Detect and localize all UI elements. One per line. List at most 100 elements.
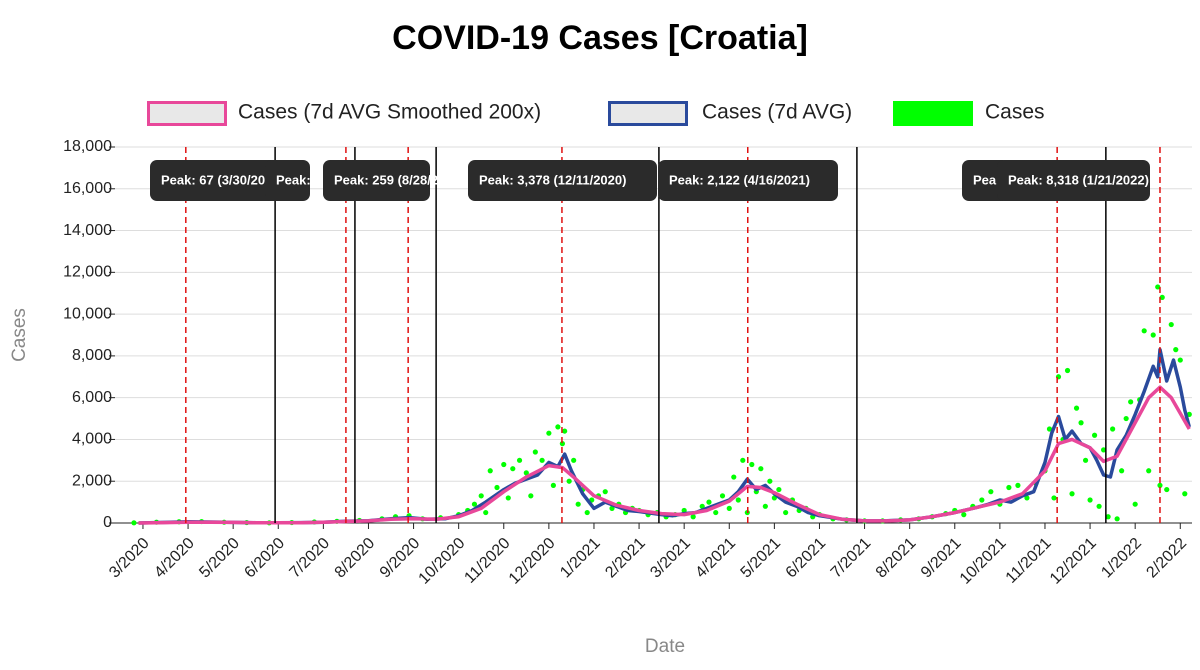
data-point — [713, 509, 719, 516]
x-tick-label: 12/2020 — [506, 535, 559, 588]
x-tick-label: 4/2020 — [151, 535, 198, 582]
annotation-text: Peak: 2,122 (4/16/2021) — [669, 172, 810, 187]
x-axis-label: Date — [645, 636, 685, 657]
annotation-box — [265, 160, 310, 201]
annotation-text: Peak: 3,378 (12/11/2020) — [479, 172, 626, 187]
data-point — [1123, 415, 1129, 422]
legend-label: Cases (7d AVG Smoothed 200x) — [238, 101, 541, 124]
data-point — [767, 478, 773, 484]
data-point — [1157, 482, 1163, 488]
data-point — [1101, 447, 1107, 453]
x-tick-label: 8/2020 — [332, 535, 379, 582]
data-point — [979, 497, 985, 503]
y-tick-label: 8,000 — [72, 347, 112, 364]
y-tick-label: 0 — [103, 514, 112, 531]
chart-title: COVID-19 Cases [Croatia] — [392, 19, 808, 57]
y-tick-label: 16,000 — [63, 180, 112, 197]
annotation-text: Pea — [973, 172, 997, 187]
data-point — [749, 461, 755, 468]
data-point — [1150, 332, 1156, 338]
data-point — [471, 501, 478, 507]
data-point — [1046, 426, 1053, 432]
data-point — [690, 514, 696, 520]
data-point — [1082, 457, 1089, 463]
y-tick-label: 2,000 — [72, 472, 112, 489]
x-tick-label: 4/2021 — [692, 535, 739, 582]
annotation-text: Peak: 8,318 (1/21/2022) — [1008, 172, 1149, 187]
data-point — [1114, 516, 1120, 522]
data-point — [1182, 491, 1188, 497]
data-point — [1177, 357, 1183, 363]
x-tick-label: 7/2021 — [828, 535, 875, 582]
data-point — [1096, 503, 1102, 509]
x-tick-label: 11/2021 — [1003, 535, 1055, 587]
data-point — [1006, 484, 1012, 491]
x-tick-label: 2/2022 — [1143, 535, 1190, 582]
data-point — [516, 457, 523, 463]
data-point — [602, 489, 608, 495]
data-point — [494, 484, 500, 491]
x-tick-label: 5/2021 — [738, 535, 785, 582]
data-point — [571, 457, 577, 463]
data-point — [1119, 468, 1125, 474]
data-point — [1073, 405, 1080, 411]
x-tick-label: 5/2020 — [196, 535, 243, 582]
data-point — [505, 495, 511, 501]
data-point — [478, 493, 484, 499]
data-point — [1091, 432, 1098, 438]
data-point — [528, 493, 534, 499]
data-point — [731, 474, 737, 480]
data-point — [1128, 399, 1134, 405]
data-point — [483, 509, 489, 516]
y-axis-label: Cases — [9, 308, 30, 362]
data-point — [575, 501, 581, 507]
y-tick-label: 14,000 — [63, 222, 112, 239]
data-point — [532, 449, 538, 455]
data-point — [783, 509, 789, 516]
series-line — [138, 347, 1191, 525]
y-tick-label: 10,000 — [63, 305, 112, 322]
data-point — [510, 466, 516, 472]
data-point — [1164, 486, 1170, 493]
x-tick-label: 2/2021 — [602, 535, 649, 582]
data-point — [1168, 321, 1174, 328]
data-point — [487, 468, 493, 474]
data-point — [699, 503, 705, 509]
annotation-text: Peak: 259 (8/28/202 — [334, 172, 453, 187]
data-point — [555, 424, 561, 430]
x-tick-label: 1/2021 — [557, 535, 604, 582]
x-tick-label: 6/2021 — [783, 535, 830, 582]
data-point — [523, 470, 529, 476]
data-point — [1105, 514, 1111, 520]
data-point — [1015, 482, 1021, 488]
data-point — [539, 457, 545, 463]
annotation-text: Peak: 8 — [276, 172, 322, 187]
y-tick-label: 12,000 — [63, 264, 112, 281]
y-tick-label: 18,000 — [63, 138, 112, 155]
data-point — [1132, 501, 1138, 507]
data-point — [1146, 468, 1152, 474]
x-tick-label: 3/2020 — [106, 535, 153, 582]
data-point — [559, 441, 565, 447]
data-point — [1064, 367, 1071, 374]
data-point — [719, 493, 726, 499]
data-point — [1159, 294, 1165, 300]
x-tick-label: 10/2020 — [416, 535, 469, 588]
x-tick-label: 3/2021 — [647, 535, 694, 582]
x-tick-label: 1/2022 — [1098, 535, 1145, 582]
data-point — [1069, 491, 1075, 497]
y-tick-label: 4,000 — [72, 431, 112, 448]
data-point — [1051, 495, 1057, 501]
legend-swatch — [147, 101, 227, 126]
data-point — [726, 505, 732, 511]
legend-label: Cases (7d AVG) — [702, 101, 852, 124]
data-point — [1078, 420, 1084, 426]
annotation-box — [997, 160, 1150, 201]
annotation-box — [323, 160, 430, 201]
legend-swatch — [608, 101, 688, 126]
data-point — [562, 428, 568, 434]
y-tick-label: 6,000 — [72, 389, 112, 406]
x-tick-label: 6/2020 — [241, 535, 288, 582]
data-point — [550, 482, 556, 488]
